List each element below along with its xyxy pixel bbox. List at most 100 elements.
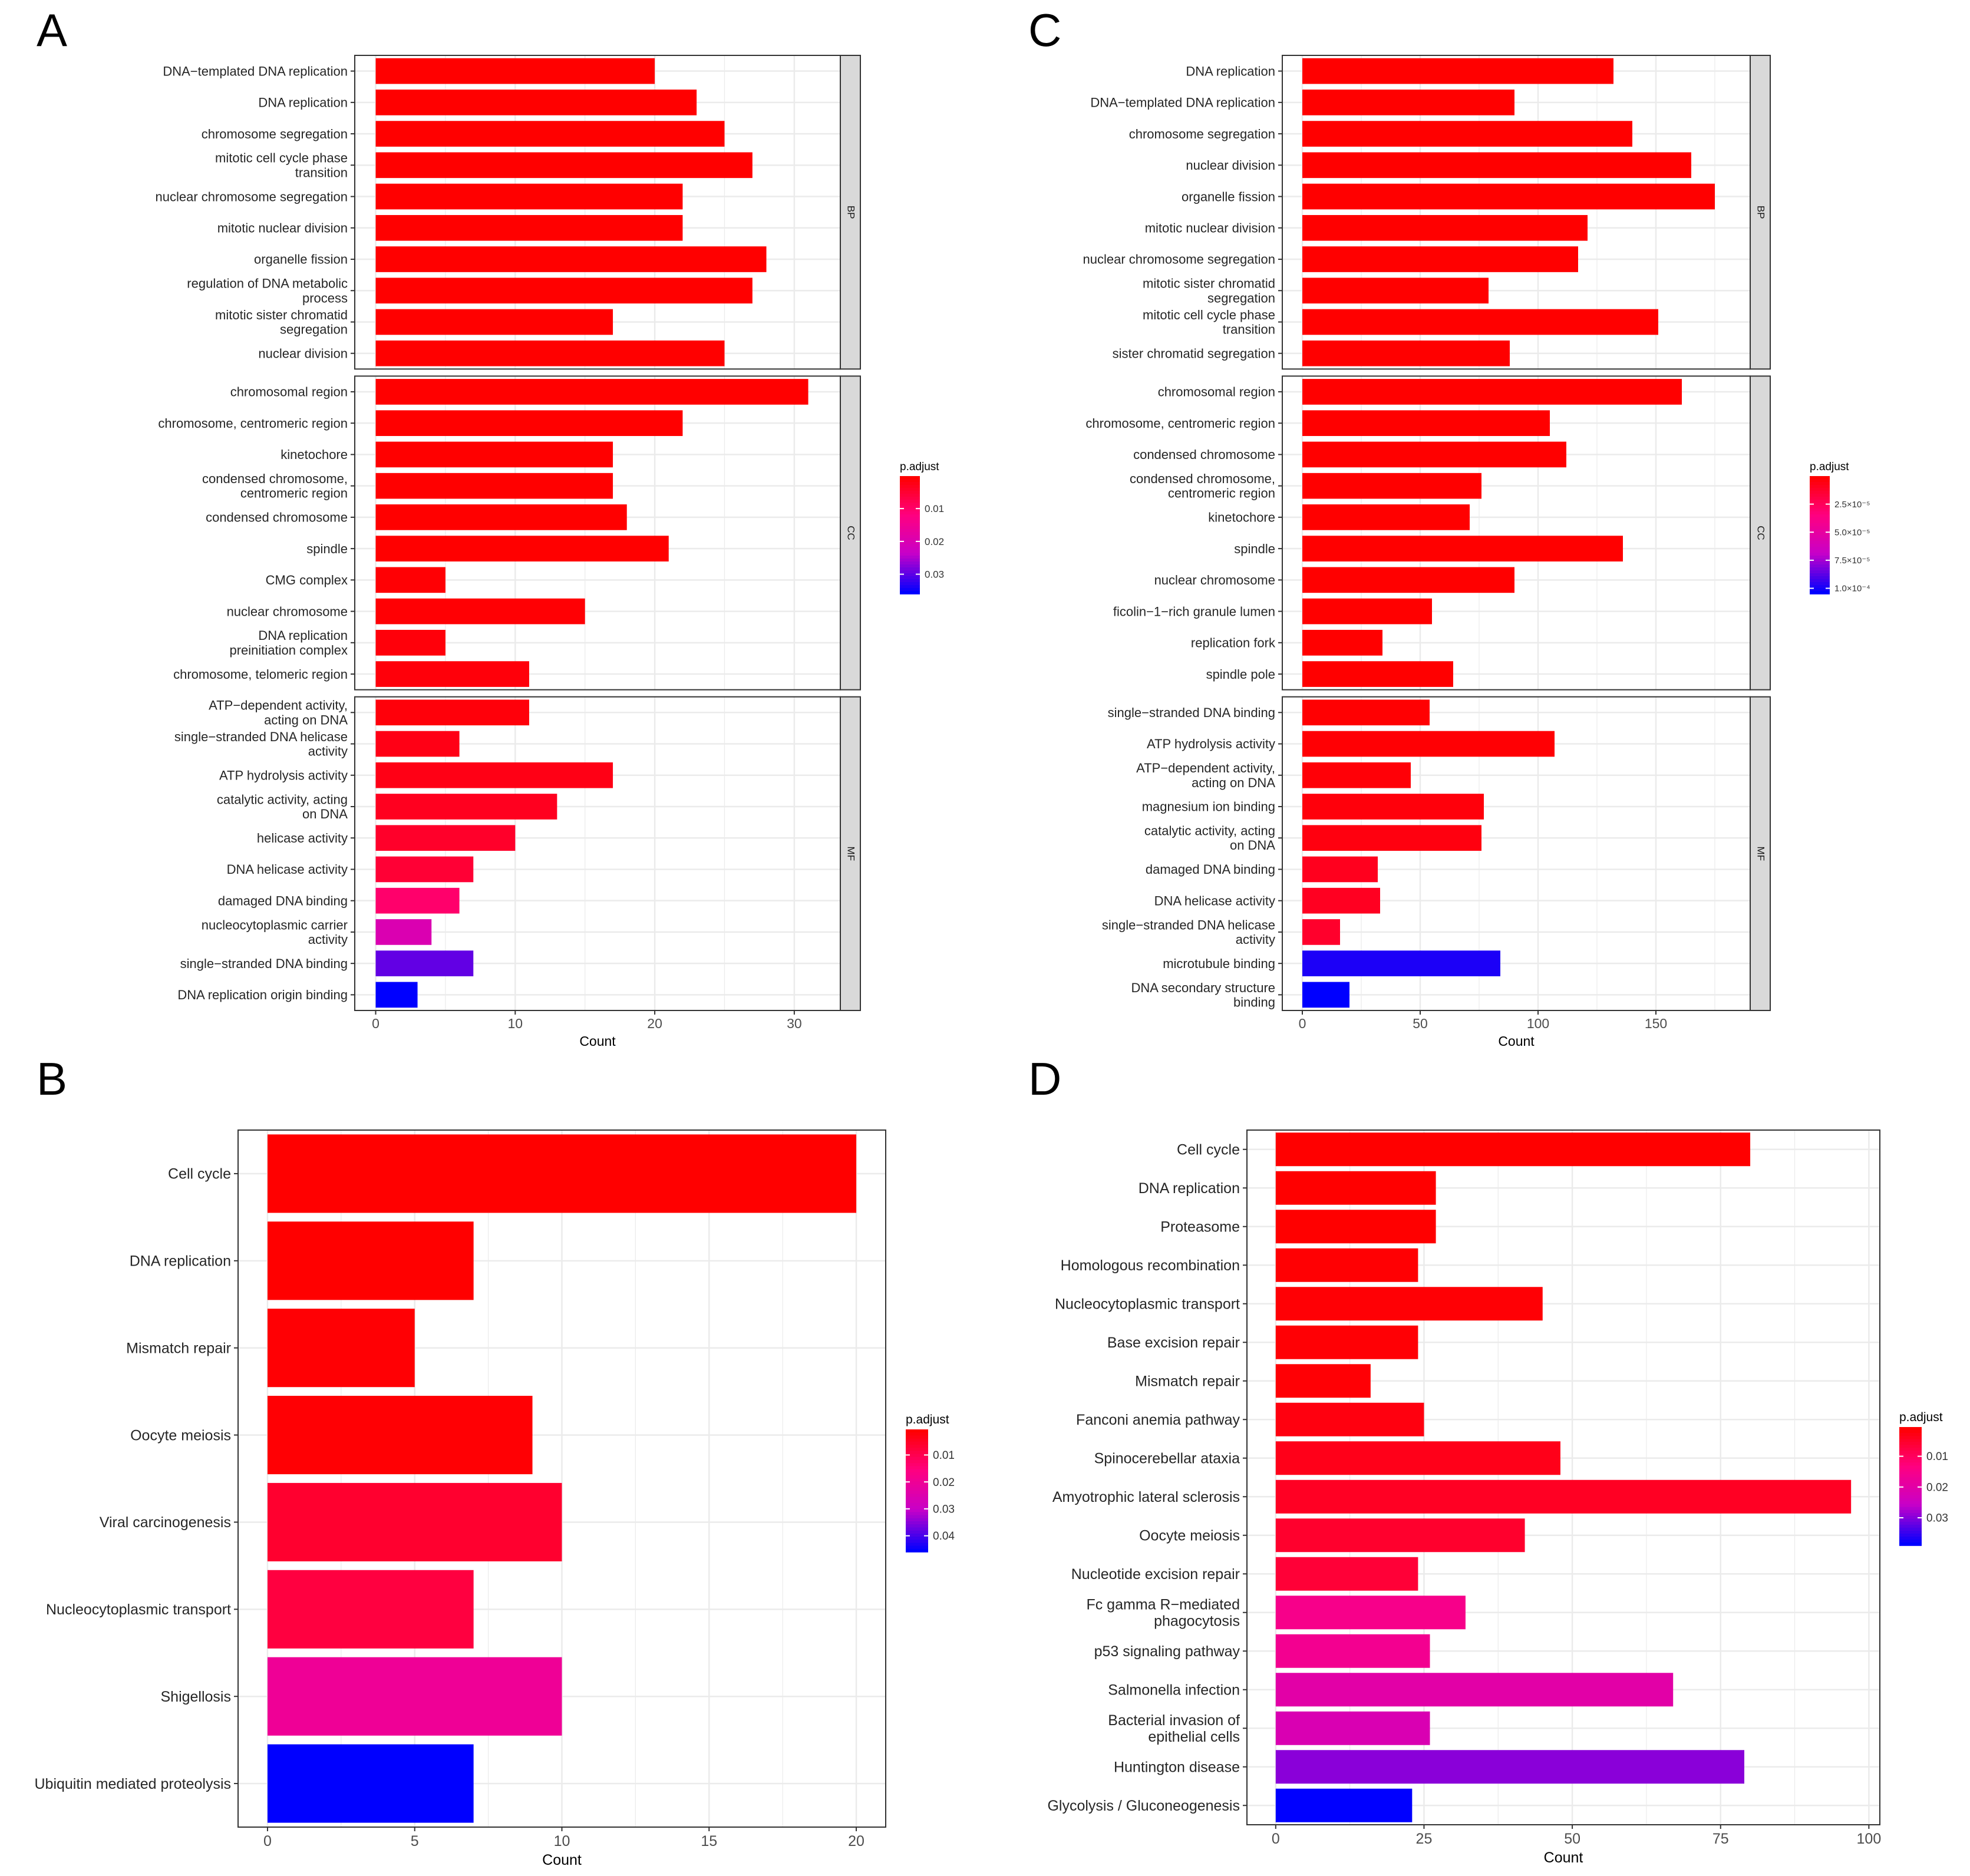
bar-kinetochore [375, 441, 613, 468]
category-label-single-stranded-dna-helicase-activity: single−stranded DNA helicase activity [174, 729, 348, 759]
legend-colorbar-segment [1899, 1462, 1922, 1467]
legend-colorbar-segment [900, 500, 920, 503]
category-label-chromosome-telomeric-region: chromosome, telomeric region [173, 667, 348, 682]
legend-colorbar-segment [1810, 494, 1830, 497]
legend-colorbar-segment [1810, 553, 1830, 556]
panel-label-c: C [1028, 4, 1061, 56]
legend-colorbar-segment [900, 579, 920, 583]
category-label-salmonella-infection: Salmonella infection [1108, 1682, 1240, 1699]
legend-colorbar-segment [900, 497, 920, 500]
bar-chromosome-telomeric-region [375, 661, 529, 687]
legend-colorbar-segment [1899, 1436, 1922, 1439]
bar-viral-carcinogenesis [267, 1482, 562, 1561]
legend-colorbar-segment [1899, 1539, 1922, 1543]
bar-dna-replication-origin-binding [375, 982, 418, 1008]
legend-colorbar-segment [1899, 1501, 1922, 1505]
x-tick-label: 50 [1413, 1016, 1428, 1031]
category-label-condensed-chromosome: condensed chromosome [1133, 447, 1275, 462]
legend-colorbar-segment [1899, 1471, 1922, 1475]
category-label-dna-templated-dna-replication: DNA−templated DNA replication [163, 64, 348, 78]
bar-oocyte-meiosis [267, 1396, 533, 1475]
legend-colorbar-segment [1810, 559, 1830, 562]
bar-cell-cycle [267, 1134, 857, 1213]
legend-colorbar-segment [906, 1512, 928, 1516]
category-label-dna-replication-preinitiation-complex: DNA replication preinitiation complex [229, 628, 348, 658]
bar-atp-hydrolysis-activity [375, 762, 613, 788]
legend-colorbar-segment [900, 562, 920, 565]
bar-huntington-disease [1275, 1750, 1745, 1784]
legend-colorbar-segment [1810, 538, 1830, 541]
panel-background-main [1247, 1130, 1880, 1825]
legend-colorbar-segment [900, 573, 920, 577]
category-label-base-excision-repair: Base excision repair [1107, 1335, 1240, 1351]
legend-colorbar-segment [900, 591, 920, 594]
legend-colorbar-segment [1899, 1498, 1922, 1502]
legend-colorbar-segment [1810, 547, 1830, 550]
bar-damaged-dna-binding [375, 887, 460, 914]
category-label-nucleotide-excision-repair: Nucleotide excision repair [1071, 1566, 1240, 1583]
x-axis-title: Count [579, 1033, 616, 1049]
category-label-nuclear-chromosome: nuclear chromosome [227, 604, 348, 619]
legend-colorbar-segment [1899, 1468, 1922, 1472]
category-label-ficolin-1-rich-granule-lumen: ficolin−1−rich granule lumen [1113, 604, 1275, 619]
legend-colorbar-segment [906, 1540, 928, 1544]
category-label-p53-signaling-pathway: p53 signaling pathway [1094, 1643, 1240, 1660]
facet-strip-cc [1750, 375, 1771, 691]
bar-nuclear-chromosome-segregation [375, 183, 683, 210]
legend-colorbar-segment [906, 1500, 928, 1504]
legend-colorbar-segment [1810, 541, 1830, 544]
legend-colorbar-segment [1810, 550, 1830, 553]
x-tick-label: 10 [508, 1016, 523, 1031]
legend-colorbar-segment [906, 1460, 928, 1464]
legend-tick-label: 0.01 [1926, 1451, 1948, 1463]
bar-single-stranded-dna-binding [375, 950, 474, 976]
bar-atp-dependent-activity-acting-on-dna [1302, 762, 1411, 788]
category-label-organelle-fission: organelle fission [1182, 189, 1275, 204]
legend-colorbar-segment [1899, 1477, 1922, 1481]
legend-colorbar-segment [1899, 1495, 1922, 1499]
category-label-single-stranded-dna-binding: single−stranded DNA binding [180, 956, 348, 971]
legend-colorbar-segment [1810, 482, 1830, 485]
category-label-huntington-disease: Huntington disease [1114, 1759, 1240, 1776]
legend-colorbar-segment [1899, 1456, 1922, 1461]
legend-colorbar-segment [1810, 562, 1830, 565]
legend-colorbar-segment [906, 1521, 928, 1525]
legend-colorbar-segment [1810, 529, 1830, 533]
legend-colorbar-segment [1899, 1512, 1922, 1517]
category-label-nuclear-chromosome: nuclear chromosome [1154, 573, 1275, 587]
legend-colorbar-segment [900, 541, 920, 544]
legend-colorbar-segment [1899, 1486, 1922, 1490]
legend-colorbar-segment [1810, 517, 1830, 521]
legend-tick-label: 0.02 [925, 536, 944, 547]
bar-condensed-chromosome [1302, 441, 1566, 468]
bar-dna-helicase-activity [375, 856, 474, 883]
category-label-chromosomal-region: chromosomal region [230, 385, 348, 399]
bar-condensed-chromosome [375, 504, 627, 530]
legend-colorbar-segment [1899, 1518, 1922, 1522]
legend-colorbar-segment [906, 1475, 928, 1479]
bar-spinocerebellar-ataxia [1275, 1441, 1560, 1475]
category-label-oocyte-meiosis: Oocyte meiosis [1139, 1528, 1240, 1544]
category-label-chromosome-centromeric-region: chromosome, centromeric region [158, 416, 348, 431]
legend-colorbar-segment [900, 523, 920, 527]
legend-colorbar-segment [1810, 526, 1830, 530]
legend-colorbar-segment [900, 576, 920, 580]
legend-colorbar-segment [906, 1524, 928, 1528]
legend-colorbar-segment [900, 544, 920, 547]
bar-single-stranded-dna-binding [1302, 699, 1430, 726]
legend-colorbar-segment [1810, 532, 1830, 536]
bar-dna-replication-preinitiation-complex [375, 629, 446, 656]
category-label-regulation-of-dna-metabolic-process: regulation of DNA metabolic process [187, 276, 348, 306]
category-label-nucleocytoplasmic-carrier-activity: nucleocytoplasmic carrier activity [202, 917, 348, 947]
x-axis-title: Count [542, 1852, 582, 1868]
bar-p53-signaling-pathway [1275, 1634, 1430, 1668]
bar-dna-replication [375, 90, 697, 115]
legend-colorbar-segment [906, 1429, 928, 1433]
bar-shigellosis [267, 1657, 562, 1736]
legend-colorbar-segment [1810, 520, 1830, 524]
category-label-chromosome-centromeric-region: chromosome, centromeric region [1085, 416, 1275, 431]
category-label-dna-replication: DNA replication [1186, 64, 1275, 78]
bar-proteasome [1275, 1210, 1436, 1244]
legend-colorbar-segment [1899, 1480, 1922, 1484]
